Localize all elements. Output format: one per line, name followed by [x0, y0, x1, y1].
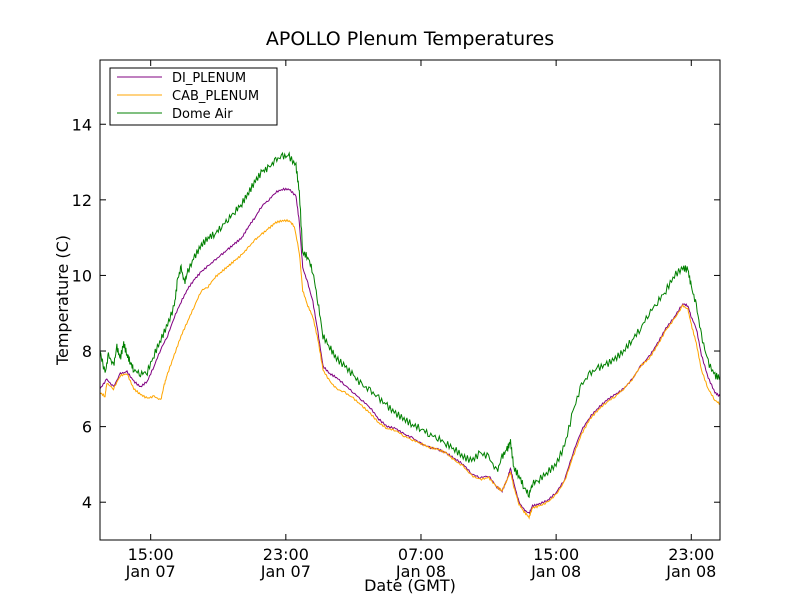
y-tick-label: 12 — [72, 191, 92, 210]
y-tick-label: 6 — [82, 418, 92, 437]
x-tick-label-time: 07:00 — [398, 545, 444, 564]
x-tick-label-date: Jan 08 — [395, 562, 446, 581]
x-tick-label-time: 15:00 — [533, 545, 579, 564]
plot-frame — [99, 59, 721, 541]
x-axis-label: Date (GMT) — [364, 576, 456, 595]
y-tick-label: 4 — [82, 493, 92, 512]
series-line-dome-air — [99, 151, 721, 499]
x-tick-label-date: Jan 08 — [530, 562, 581, 581]
y-tick-label: 14 — [72, 115, 92, 134]
legend-label: DI_PLENUM — [172, 71, 246, 86]
y-axis-label: Temperature (C) — [53, 235, 72, 366]
legend: DI_PLENUM CAB_PLENUM Dome Air — [109, 67, 278, 126]
series-line-cab-plenum — [99, 218, 721, 520]
y-tick-label: 8 — [82, 342, 92, 361]
x-tick-label-time: 23:00 — [263, 545, 309, 564]
x-tick-label-time: 15:00 — [128, 545, 174, 564]
y-tick-label: 10 — [72, 266, 92, 285]
chart-title: APOLLO Plenum Temperatures — [266, 28, 554, 50]
x-tick-label-date: Jan 07 — [260, 562, 311, 581]
series-layer — [99, 151, 721, 520]
x-tick-label-date: Jan 08 — [665, 562, 716, 581]
series-line-di-plenum — [99, 187, 721, 515]
legend-label: CAB_PLENUM — [172, 89, 259, 104]
x-tick-label-date: Jan 07 — [125, 562, 176, 581]
legend-label: Dome Air — [172, 107, 233, 122]
x-tick-label-time: 23:00 — [668, 545, 714, 564]
